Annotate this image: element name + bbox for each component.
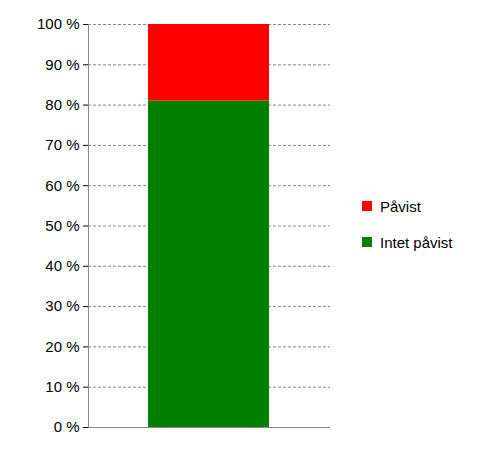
svg-text:90 %: 90 % [45,56,79,73]
svg-text:60 %: 60 % [45,177,79,194]
svg-text:40 %: 40 % [45,257,79,274]
html-text:Påvist: Påvist [380,197,421,215]
svg-text:0 %: 0 % [54,418,80,435]
svg-text:100 %: 100 % [37,15,80,32]
svg-text:20 %: 20 % [45,338,79,355]
html-text:Intet påvist: Intet påvist [380,233,453,251]
svg-text:80 %: 80 % [45,96,79,113]
svg-text:30 %: 30 % [45,297,79,314]
svg-text:50 %: 50 % [45,217,79,234]
svg-text:70 %: 70 % [45,136,79,153]
svg-text:10 %: 10 % [45,378,79,395]
